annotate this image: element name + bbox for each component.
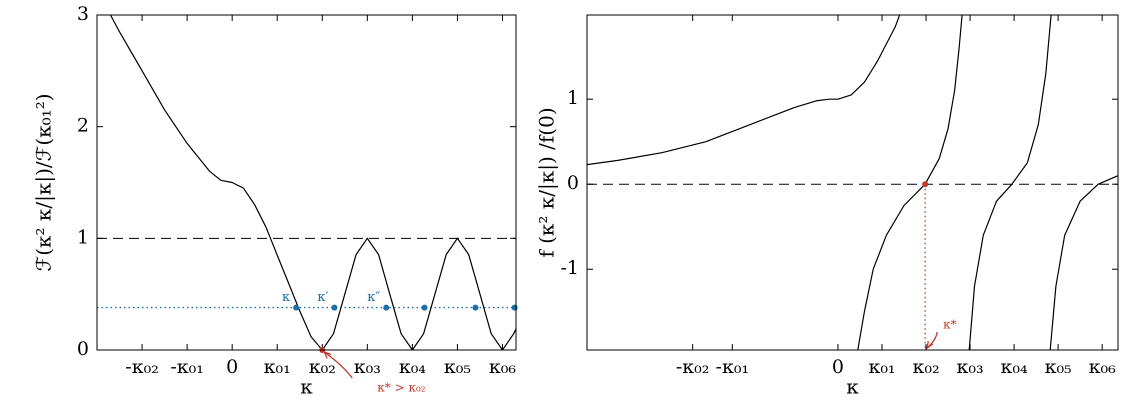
highlight-arrowhead <box>926 340 934 350</box>
x-tick-label: κ₀₆ <box>1089 356 1116 378</box>
x-tick-label: 0 <box>832 356 844 378</box>
point <box>511 304 518 311</box>
point-label: κ <box>282 290 290 305</box>
highlight-arrowhead <box>323 350 332 359</box>
y-axis-label: ℱ(κ² κ/|κ|)/ℱ(κ₀₁²) <box>32 93 57 271</box>
plot-frame <box>96 14 517 351</box>
y-tick-label: 0 <box>77 338 89 360</box>
x-tick-label: κ₀₆ <box>489 356 516 378</box>
x-tick-label: κ₀₃ <box>957 356 984 378</box>
point <box>331 304 338 311</box>
highlight-arrow <box>323 351 353 379</box>
point <box>421 304 428 311</box>
x-tick-label: -κ₀₁ <box>716 356 750 378</box>
x-tick-label: κ₀₃ <box>354 356 381 378</box>
point <box>472 304 479 311</box>
y-tick-label: 3 <box>77 3 89 25</box>
point-label: κ′ <box>317 290 328 305</box>
highlight-label: κ* <box>943 318 957 332</box>
chart: 0 1 2 3 -κ₀₂ -κ₀₁ 0 κ₀₁ κ₀₂ κ₀₃ κ₀₄ κ₀₅ κ₀₆ κ ℱ(κ² κ/|… <box>32 3 518 399</box>
x-tick-label: κ₀₁ <box>264 356 291 378</box>
x-tick-label: -κ₀₂ <box>125 356 159 378</box>
x-tick-label: -κ₀₁ <box>170 356 204 378</box>
highlight-arrow <box>926 331 938 349</box>
point <box>293 304 300 311</box>
curve <box>109 15 516 350</box>
x-tick-label: κ₀₄ <box>399 356 426 378</box>
y-tick-label: 0 <box>567 172 579 194</box>
chart: -1 0 1 -κ₀₂ -κ₀₁ 0 κ₀₁ κ₀₂ κ₀₃ κ₀₄ κ₀₅ κ₀₆ κ f (κ² κ/… <box>535 14 1119 399</box>
point-label: κ″ <box>367 290 380 305</box>
plot-frame <box>586 14 1119 351</box>
x-axis-label: κ <box>846 375 859 399</box>
y-tick-label: 1 <box>567 87 579 109</box>
x-tick-label: κ₀₂ <box>912 356 939 378</box>
x-tick-label: κ₀₄ <box>1001 356 1028 378</box>
y-axis-label: f (κ² κ/|κ|) /f(0) <box>535 107 560 257</box>
x-tick-label: κ₀₅ <box>444 356 471 378</box>
x-tick-label: -κ₀₂ <box>676 356 710 378</box>
x-tick-label: κ₀₅ <box>1045 356 1072 378</box>
curve <box>587 15 1118 350</box>
x-tick-label: κ₀₂ <box>309 356 336 378</box>
y-tick-label: 2 <box>77 115 89 137</box>
point <box>383 304 390 311</box>
highlight-point <box>922 181 929 188</box>
highlight-label: κ* > κ₀₂ <box>377 381 425 395</box>
x-tick-label: κ₀₁ <box>868 356 895 378</box>
y-tick-label: -1 <box>560 257 579 279</box>
x-axis-label: κ <box>300 375 313 399</box>
x-tick-label: 0 <box>226 356 238 378</box>
y-tick-label: 1 <box>77 226 89 248</box>
